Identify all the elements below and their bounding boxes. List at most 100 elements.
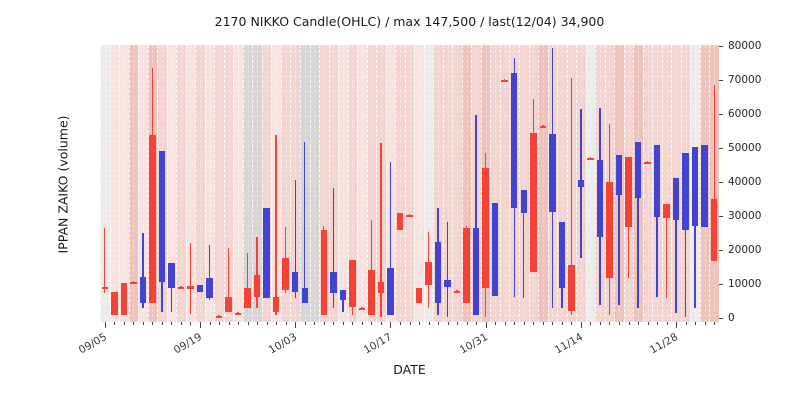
day-band — [319, 45, 329, 322]
candle-body — [625, 156, 632, 227]
half-day-gridline — [428, 45, 430, 322]
half-day-gridline — [666, 45, 668, 322]
x-minor-tick — [428, 322, 430, 325]
candle-body — [158, 151, 166, 282]
candle-wick — [189, 242, 192, 314]
candle-body — [196, 284, 204, 293]
x-minor-tick — [352, 322, 354, 325]
x-minor-tick — [619, 322, 620, 325]
half-day-gridline — [133, 45, 135, 322]
x-minor-tick — [504, 322, 506, 325]
candle-wick — [304, 141, 306, 303]
candle-body — [444, 279, 451, 287]
x-tick-label: 11/28 — [647, 331, 681, 357]
candle-wick — [142, 232, 144, 309]
x-minor-tick — [523, 322, 525, 325]
day-band — [585, 45, 596, 322]
y-tick — [719, 147, 723, 149]
candle-body — [263, 207, 270, 298]
candle-body — [596, 159, 604, 238]
half-day-gridline — [209, 45, 211, 322]
half-day-gridline — [238, 45, 240, 322]
day-band — [128, 45, 139, 322]
x-minor-tick — [409, 322, 411, 325]
candle-body — [215, 316, 223, 319]
y-tick — [719, 46, 723, 48]
plot-area — [100, 45, 719, 322]
candle-body — [368, 269, 375, 315]
candle-wick — [208, 244, 211, 300]
x-minor-tick — [609, 322, 611, 325]
x-minor-tick — [476, 322, 478, 325]
candle-wick — [408, 213, 411, 216]
half-day-gridline — [419, 45, 421, 322]
candle-body — [511, 73, 518, 208]
x-axis-title: DATE — [393, 362, 426, 377]
candle-wick — [256, 237, 258, 309]
half-day-gridline — [352, 45, 354, 322]
half-day-gridline — [457, 45, 459, 322]
chart-title: 2170 NIKKO Candle(OHLC) / max 147,500 / … — [214, 14, 605, 29]
candle-body — [349, 259, 356, 308]
candle-wick — [637, 141, 639, 309]
candle-wick — [342, 290, 344, 312]
candle-body — [653, 144, 661, 217]
x-tick-label: 10/03 — [267, 331, 300, 357]
x-minor-tick — [552, 322, 554, 325]
x-minor-tick — [323, 322, 325, 325]
half-day-gridline — [371, 45, 373, 322]
x-minor-tick — [657, 322, 659, 325]
x-tick-label: 09/05 — [76, 331, 109, 357]
candle-wick — [361, 307, 363, 310]
x-minor-tick — [666, 322, 668, 325]
x-minor-tick — [380, 322, 382, 325]
candle-body — [549, 134, 556, 212]
x-major-tick — [104, 322, 106, 328]
x-minor-tick — [638, 322, 640, 325]
candle-body — [691, 146, 699, 227]
candle-body — [463, 228, 470, 303]
x-minor-tick — [190, 322, 192, 325]
candle-body — [701, 144, 708, 227]
y-tick-label: 20000 — [728, 243, 762, 256]
candle-body — [177, 287, 185, 290]
x-minor-tick — [419, 322, 421, 325]
day-band — [261, 45, 272, 322]
x-minor-tick — [142, 322, 144, 325]
x-minor-tick — [361, 322, 363, 325]
candle-wick — [218, 315, 220, 318]
day-band — [519, 45, 529, 322]
candle-wick — [132, 280, 135, 283]
x-tick-label: 11/14 — [552, 331, 585, 357]
x-minor-tick — [228, 322, 230, 325]
day-band — [642, 45, 653, 322]
candle-body — [558, 221, 566, 289]
y-tick-label: 30000 — [728, 209, 762, 222]
day-band — [404, 45, 415, 322]
candle-body — [501, 80, 508, 82]
y-tick-label: 70000 — [728, 74, 762, 86]
day-band — [242, 45, 253, 322]
x-minor-tick — [457, 322, 459, 325]
day-band — [433, 45, 443, 322]
day-band — [442, 45, 453, 322]
candle-body — [291, 272, 299, 293]
candle-body — [244, 288, 251, 309]
y-tick — [719, 317, 723, 319]
x-minor-tick — [152, 322, 154, 325]
half-day-gridline — [466, 45, 468, 322]
y-tick — [719, 283, 723, 285]
half-day-gridline — [438, 45, 440, 322]
candle-wick — [694, 146, 696, 309]
x-minor-tick — [333, 322, 335, 325]
candle-body — [577, 179, 585, 187]
day-band — [233, 45, 243, 322]
day-band — [452, 45, 462, 322]
half-day-gridline — [314, 45, 316, 322]
half-day-gridline — [247, 45, 249, 322]
x-minor-tick — [695, 322, 697, 325]
x-minor-tick — [342, 322, 344, 325]
x-major-tick — [390, 322, 392, 328]
candle-body — [320, 229, 328, 315]
x-minor-tick — [180, 322, 182, 325]
